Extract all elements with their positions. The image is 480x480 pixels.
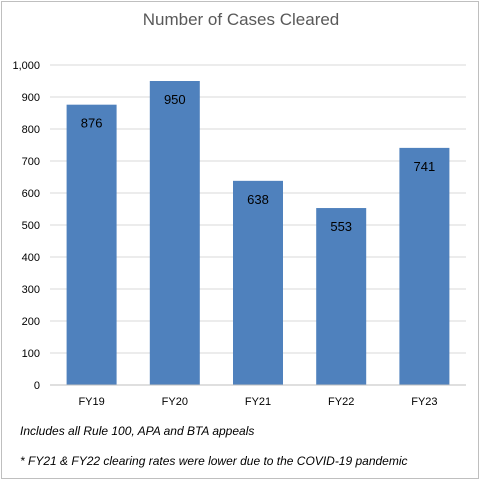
- bar: [149, 81, 200, 385]
- y-tick-label: 200: [22, 316, 40, 328]
- data-label: 638: [247, 192, 269, 207]
- y-tick-label: 500: [22, 220, 40, 232]
- data-label: 553: [330, 219, 352, 234]
- x-tick-label: FY23: [411, 396, 437, 408]
- data-label: 741: [414, 159, 436, 174]
- data-label: 876: [81, 116, 103, 131]
- y-tick-label: 0: [34, 380, 40, 392]
- y-tick-label: 300: [22, 284, 40, 296]
- y-tick-label: 900: [22, 92, 40, 104]
- bar: [316, 208, 367, 385]
- x-tick-label: FY21: [245, 396, 271, 408]
- y-tick-label: 600: [22, 188, 40, 200]
- bar: [66, 104, 117, 386]
- y-tick-label: 1,000: [12, 60, 40, 72]
- y-tick-label: 800: [22, 124, 40, 136]
- x-tick-label: FY22: [328, 396, 354, 408]
- data-label: 950: [164, 92, 186, 107]
- x-tick-label: FY20: [162, 396, 188, 408]
- y-tick-label: 100: [22, 348, 40, 360]
- footnote-covid: * FY21 & FY22 clearing rates were lower …: [20, 454, 408, 468]
- footnote-appeals: Includes all Rule 100, APA and BTA appea…: [20, 424, 255, 438]
- x-tick-label: FY19: [78, 396, 104, 408]
- bar: [399, 147, 450, 385]
- y-tick-label: 400: [22, 252, 40, 264]
- bar: [233, 180, 283, 385]
- y-tick-label: 700: [22, 156, 40, 168]
- chart-title: Number of Cases Cleared: [142, 10, 340, 29]
